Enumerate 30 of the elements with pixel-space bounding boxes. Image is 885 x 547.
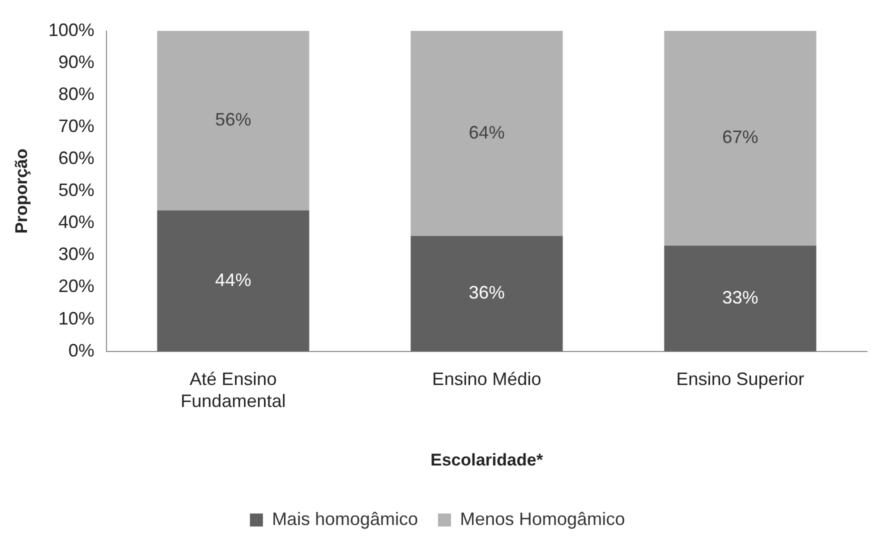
bar bbox=[664, 246, 816, 352]
data-label: 36% bbox=[468, 282, 505, 303]
bar bbox=[157, 210, 310, 352]
y-tick-label: 100% bbox=[48, 20, 94, 40]
bar bbox=[410, 236, 563, 352]
data-label: 64% bbox=[468, 122, 505, 142]
data-label: 56% bbox=[215, 110, 252, 130]
y-tick-label: 70% bbox=[58, 116, 94, 136]
y-tick-label: 20% bbox=[58, 276, 94, 296]
y-tick-label: 90% bbox=[58, 52, 94, 72]
y-axis-title: Proporção bbox=[12, 148, 31, 234]
y-tick-label: 0% bbox=[68, 340, 94, 360]
x-tick-label: Até Ensino Fundamental bbox=[180, 369, 286, 411]
x-tick-label: Ensino Superior bbox=[676, 369, 804, 390]
bar bbox=[410, 30, 563, 236]
legend-label: Mais homogâmico bbox=[272, 508, 418, 529]
y-tick-label: 40% bbox=[58, 212, 94, 232]
legend-label: Menos Homogâmico bbox=[460, 508, 626, 529]
data-label: 67% bbox=[722, 127, 758, 148]
data-label: 44% bbox=[215, 270, 252, 290]
bar bbox=[157, 30, 310, 210]
bar bbox=[664, 30, 816, 246]
y-tick-label: 50% bbox=[58, 180, 94, 200]
y-tick-label: 10% bbox=[58, 308, 94, 328]
x-axis-title: Escolaridade* bbox=[430, 450, 544, 470]
data-label: 33% bbox=[722, 287, 758, 308]
y-tick-label: 80% bbox=[58, 84, 94, 104]
y-tick-label: 30% bbox=[58, 244, 94, 264]
x-tick-label: Ensino Médio bbox=[432, 369, 542, 390]
y-tick-label: 60% bbox=[58, 148, 94, 168]
